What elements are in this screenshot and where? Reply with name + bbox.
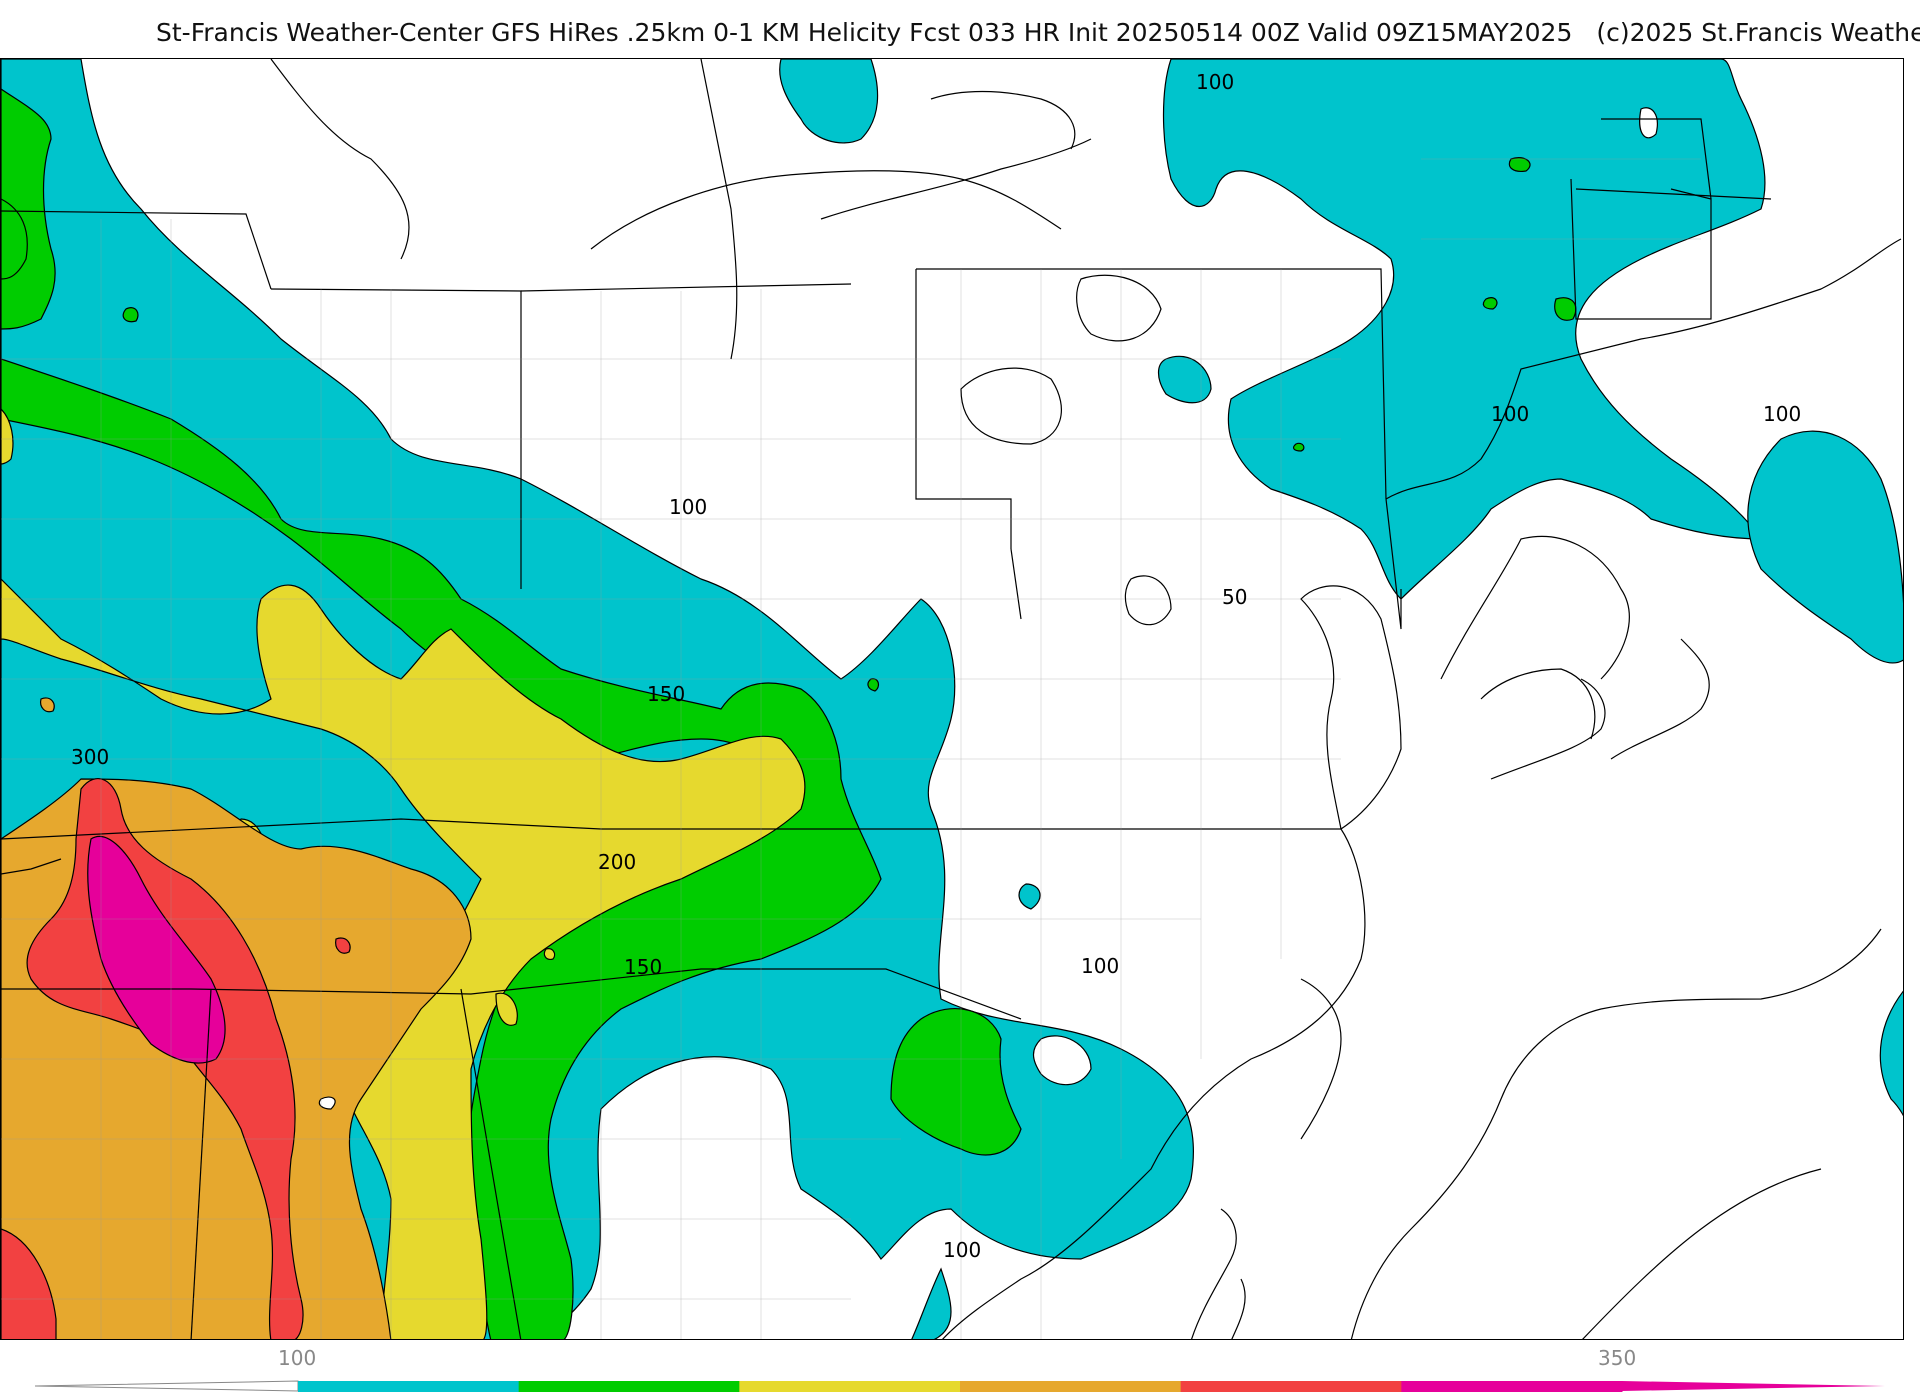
- colorbar-left-arrow: [34, 1380, 299, 1392]
- helicity-map: 100 100 100 100 150 200 150 50 300 100 1…: [1, 59, 1903, 1339]
- contour-label: 100: [669, 495, 707, 519]
- colorbar-segment: [518, 1381, 740, 1392]
- colorbar: [34, 1380, 1885, 1392]
- colorbar-right-arrow: [1622, 1381, 1885, 1391]
- contour-label: 150: [647, 682, 685, 706]
- contour-label: 300: [71, 745, 109, 769]
- county-boundaries: [1, 158, 1701, 1339]
- header-title: St-Francis Weather-Center GFS HiRes .25k…: [156, 18, 1920, 47]
- contour-label: 100: [1081, 954, 1119, 978]
- coastlines: [270, 59, 1902, 1339]
- contour-label: 150: [624, 955, 662, 979]
- map-frame: 100 100 100 100 150 200 150 50 300 100 1…: [0, 58, 1904, 1340]
- map-header: St-Francis Weather-Center GFS HiRes .25k…: [0, 0, 1920, 58]
- header-copyright: (c)2025 St.Francis Weather: [1596, 18, 1920, 47]
- color-legend: 100 350: [0, 1340, 1920, 1400]
- colorbar-segment: [1180, 1381, 1402, 1392]
- contour-label: 200: [598, 850, 636, 874]
- contour-label: 50: [1222, 585, 1247, 609]
- colorbar-segments: [298, 1381, 1623, 1392]
- colorbar-segment: [1401, 1381, 1623, 1392]
- contour-label: 100: [1196, 70, 1234, 94]
- contour-label: 100: [943, 1238, 981, 1262]
- legend-tick: 350: [1598, 1346, 1637, 1370]
- header-title-text: St-Francis Weather-Center GFS HiRes .25k…: [156, 18, 1573, 47]
- clear-areas: [318, 107, 1658, 1110]
- colorbar-segment: [298, 1381, 520, 1392]
- contour-label: 100: [1491, 402, 1529, 426]
- state-boundaries: [1, 118, 1772, 1339]
- contour-label: 100: [1763, 402, 1801, 426]
- colorbar-segment: [960, 1381, 1182, 1392]
- legend-tick: 100: [278, 1346, 317, 1370]
- colorbar-segment: [739, 1381, 961, 1392]
- contour-labels: 100 100 100 100 150 200 150 50 300 100 1…: [71, 70, 1801, 1262]
